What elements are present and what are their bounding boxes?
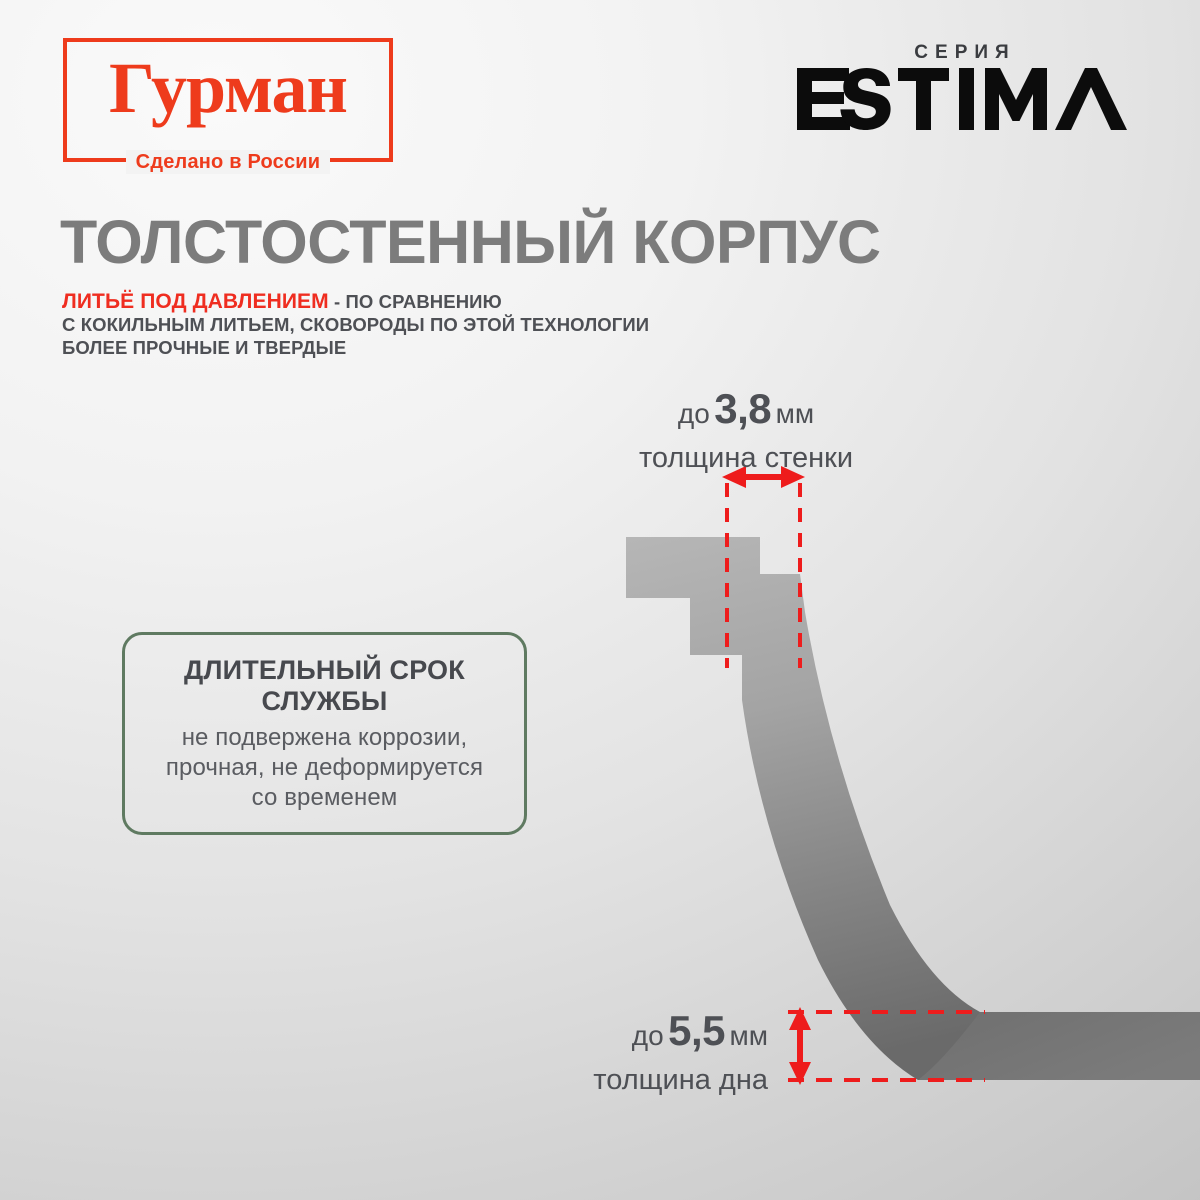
callout-body: не подвержена коррозии, прочная, не дефо… [166,723,483,813]
logo-strapline-text: Сделано в России [125,150,331,174]
series-kicker: СЕРИЯ [914,42,1016,63]
bottom-thickness-value: 5,5 [668,1007,726,1054]
bottom-thickness-prefix: до [631,1020,664,1051]
wall-thickness-caption: толщина стенки [638,442,854,474]
bottom-thickness-label: до 5,5 мм толщина дна [468,1010,768,1103]
pan-body-shape [626,537,1200,1080]
subtitle-line-1-rest: - ПО СРАВНЕНИЮ [328,291,502,312]
bottom-arrow-head-up [789,1007,811,1030]
series-lockup: СЕРИЯ [782,42,1142,130]
wall-thickness-label: до 3,8 мм толщина стенки [596,388,896,481]
subtitle-block: ЛИТЬЁ ПОД ДАВЛЕНИЕМ - ПО СРАВНЕНИЮ С КОК… [62,290,649,359]
wall-thickness-value: 3,8 [714,385,772,432]
estima-wordmark-glyphs [797,68,1127,130]
subtitle-line-1: ЛИТЬЁ ПОД ДАВЛЕНИЕМ - ПО СРАВНЕНИЮ [62,290,649,313]
subtitle-line-3: БОЛЕЕ ПРОЧНЫЕ И ТВЕРДЫЕ [62,337,347,358]
subtitle-highlight: ЛИТЬЁ ПОД ДАВЛЕНИЕМ [62,290,329,313]
page-title: ТОЛСТОСТЕННЫЙ КОРПУС [60,208,881,276]
durability-callout: ДЛИТЕЛЬНЫЙ СРОК СЛУЖБЫ не подвержена кор… [122,632,527,835]
logo-wordmark: Гурман [108,48,348,128]
callout-title: ДЛИТЕЛЬНЫЙ СРОК СЛУЖБЫ [184,655,465,717]
brand-logo[interactable]: Гурман Сделано в России [63,38,393,174]
logo-strapline: Сделано в России [63,150,393,174]
bottom-dimension-guides [788,1007,985,1085]
callout-title-line-2: СЛУЖБЫ [261,685,388,716]
callout-body-line-1: не подвержена коррозии, [181,723,468,751]
bottom-thickness-caption-row: толщина дна [468,1062,768,1103]
bottom-thickness-value-row: до 5,5 мм [468,1010,768,1062]
wall-thickness-prefix: до [677,398,710,429]
bottom-arrow-head-down [789,1062,811,1085]
callout-body-line-3: со временем [251,783,398,811]
series-wordmark [782,68,1142,130]
bottom-thickness-caption: толщина дна [593,1064,768,1096]
bottom-thickness-unit: мм [729,1020,769,1051]
wall-thickness-caption-row: толщина стенки [596,440,896,481]
callout-body-line-2: прочная, не деформируется [165,753,484,781]
wall-thickness-value-row: до 3,8 мм [596,388,896,440]
wall-dimension-guides [722,466,805,668]
wall-thickness-unit: мм [775,398,815,429]
subtitle-line-2: С КОКИЛЬНЫМ ЛИТЬЕМ, СКОВОРОДЫ ПО ЭТОЙ ТЕ… [62,314,650,335]
callout-title-line-1: ДЛИТЕЛЬНЫЙ СРОК [184,654,465,685]
